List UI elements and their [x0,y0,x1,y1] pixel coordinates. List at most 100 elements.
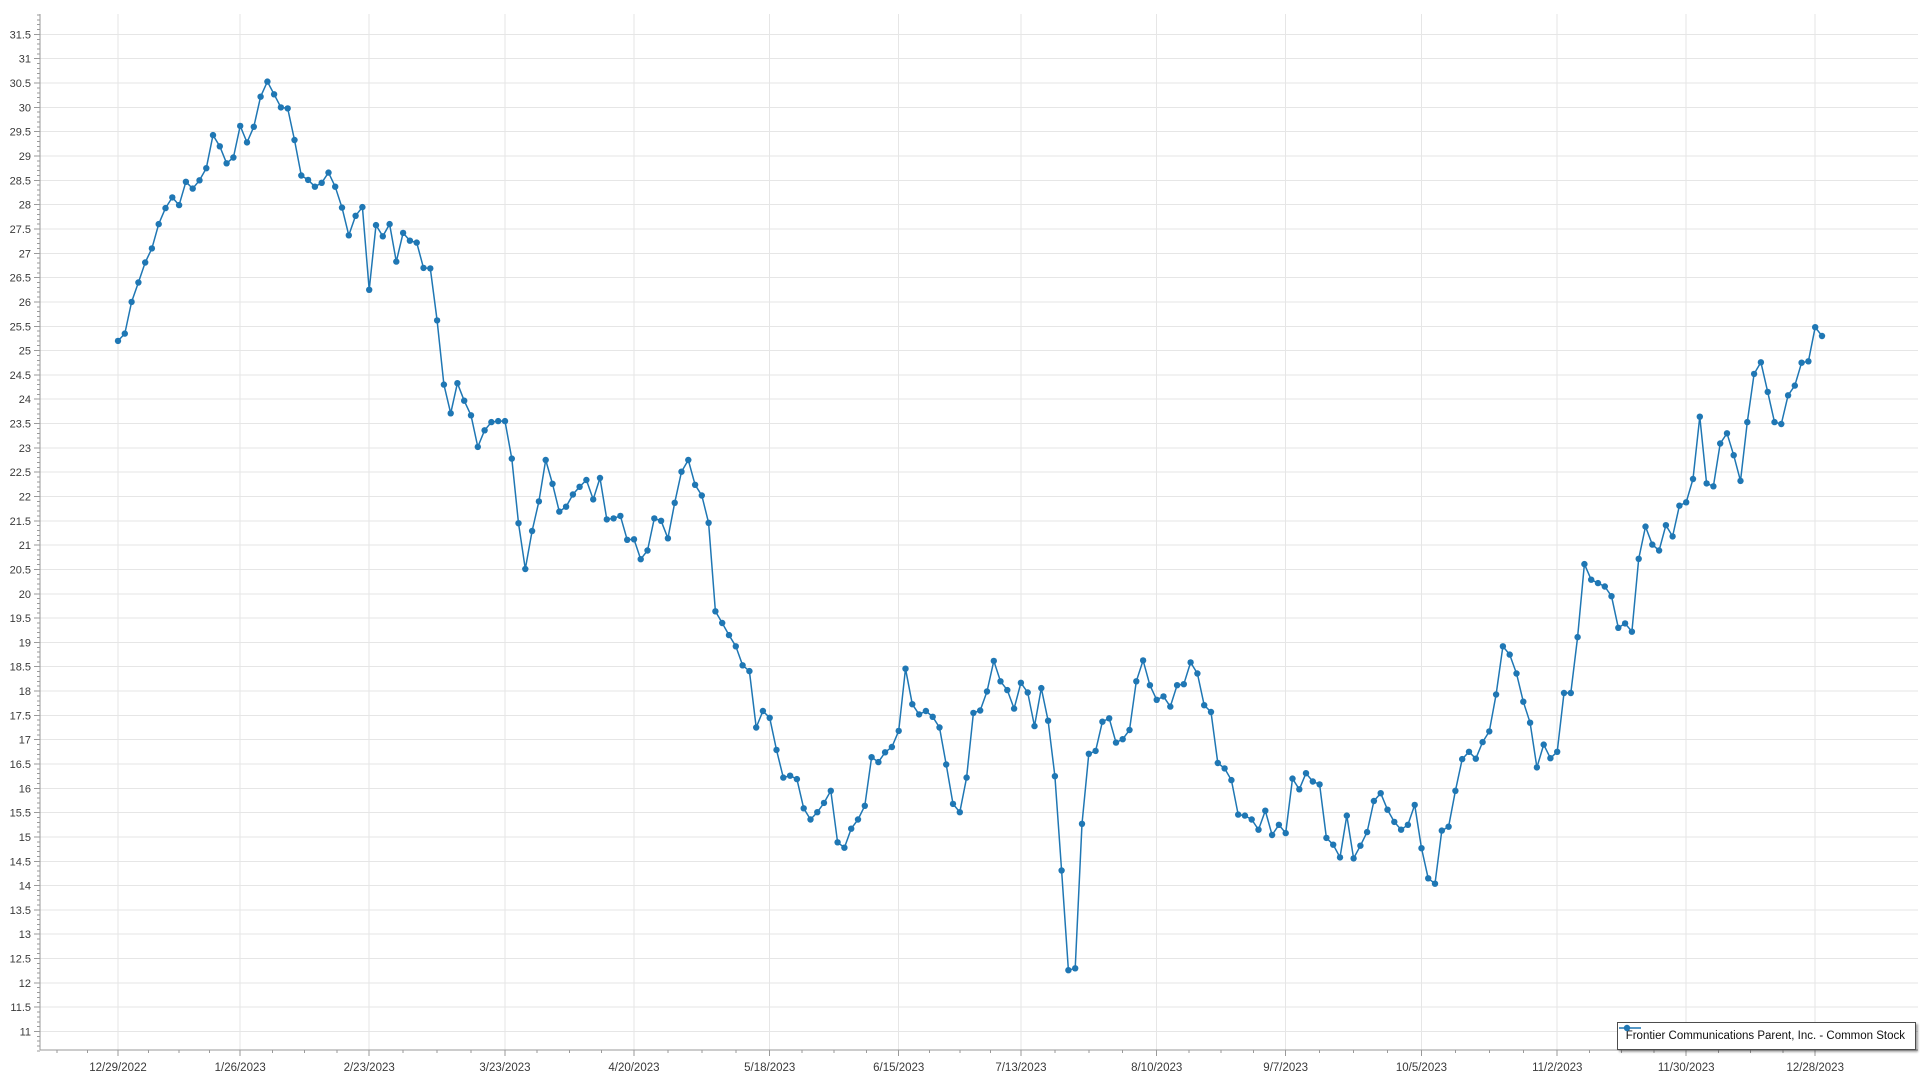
data-point[interactable] [1723,430,1731,437]
data-point[interactable] [291,136,298,144]
data-point[interactable] [393,258,400,265]
data-point[interactable] [1357,842,1364,849]
data-point[interactable] [1798,359,1805,366]
data-point[interactable] [1010,705,1018,712]
data-point[interactable] [1744,418,1751,426]
data-point[interactable] [888,743,896,751]
data-point[interactable] [277,104,285,111]
data-point[interactable] [1085,750,1093,757]
data-point[interactable] [739,662,746,669]
data-point[interactable] [447,410,454,417]
data-point[interactable] [983,688,991,695]
data-point[interactable] [1676,502,1683,509]
data-point[interactable] [1017,679,1025,686]
data-point[interactable] [929,713,936,720]
data-point[interactable] [970,709,977,717]
data-point[interactable] [535,498,543,505]
data-point[interactable] [1601,583,1609,590]
data-point[interactable] [515,520,522,527]
data-point[interactable] [1167,703,1174,710]
data-point[interactable] [1078,820,1086,827]
data-point[interactable] [169,194,176,201]
data-point[interactable] [596,474,604,482]
data-point[interactable] [766,714,773,721]
data-point[interactable] [997,678,1004,685]
data-point[interactable] [956,809,963,816]
data-point[interactable] [1180,681,1188,688]
data-point[interactable] [922,707,930,715]
data-point[interactable] [121,330,128,337]
data-point[interactable] [1445,823,1452,830]
data-point[interactable] [352,212,359,219]
data-point[interactable] [1717,440,1724,447]
data-point[interactable] [1133,678,1140,685]
data-point[interactable] [576,483,583,490]
data-point[interactable] [1289,775,1296,782]
data-point[interactable] [915,711,923,718]
data-point[interactable] [1757,359,1765,366]
data-point[interactable] [223,160,230,167]
data-point[interactable] [1710,483,1717,490]
data-point[interactable] [1486,728,1493,735]
data-point[interactable] [881,749,889,756]
data-point[interactable] [1370,797,1378,805]
data-point[interactable] [759,707,767,715]
data-point[interactable] [875,758,882,766]
data-point[interactable] [488,418,495,426]
data-point[interactable] [725,631,733,639]
data-point[interactable] [1106,715,1113,722]
data-point[interactable] [311,183,319,190]
data-point[interactable] [936,724,943,731]
data-point[interactable] [1554,748,1561,755]
data-point[interactable] [610,515,617,522]
data-point[interactable] [1696,413,1704,420]
data-point[interactable] [820,799,828,807]
data-point[interactable] [318,179,325,186]
data-point[interactable] [549,480,556,487]
data-point[interactable] [1730,452,1737,459]
data-point[interactable] [1520,698,1527,705]
data-point[interactable] [1282,829,1289,837]
data-point[interactable] [1479,738,1486,746]
data-point[interactable] [705,519,712,526]
data-point[interactable] [1472,755,1480,762]
data-point[interactable] [1241,812,1249,819]
data-point[interactable] [1581,560,1588,568]
data-point[interactable] [1805,358,1812,365]
data-point[interactable] [155,220,162,228]
data-point[interactable] [481,427,488,434]
data-point[interactable] [1791,382,1799,389]
data-point[interactable] [148,245,156,252]
data-point[interactable] [406,237,414,244]
data-point[interactable] [556,508,563,515]
data-point[interactable] [1669,533,1676,540]
data-point[interactable] [243,139,251,146]
data-point[interactable] [1119,736,1126,743]
data-point[interactable] [298,172,305,179]
data-point[interactable] [1302,770,1310,777]
data-point[interactable] [671,499,678,506]
data-point[interactable] [732,643,739,650]
data-point[interactable] [189,185,196,192]
data-point[interactable] [332,183,339,190]
data-point[interactable] [209,131,217,139]
data-point[interactable] [678,468,685,475]
data-point[interactable] [786,772,794,779]
data-point[interactable] [1330,841,1337,848]
data-point[interactable] [1608,593,1615,600]
data-point[interactable] [617,512,624,520]
data-point[interactable] [359,203,366,211]
data-point[interactable] [624,536,631,543]
data-point[interactable] [203,165,210,172]
data-point[interactable] [1567,689,1575,697]
data-point[interactable] [1492,691,1500,698]
data-point[interactable] [142,259,149,266]
data-point[interactable] [1649,541,1656,548]
data-point[interactable] [182,178,190,185]
data-point[interactable] [1391,818,1398,826]
data-point[interactable] [1160,693,1167,700]
data-point[interactable] [1547,755,1554,762]
data-point[interactable] [474,443,481,451]
data-point[interactable] [949,800,957,808]
data-point[interactable] [1588,576,1595,583]
